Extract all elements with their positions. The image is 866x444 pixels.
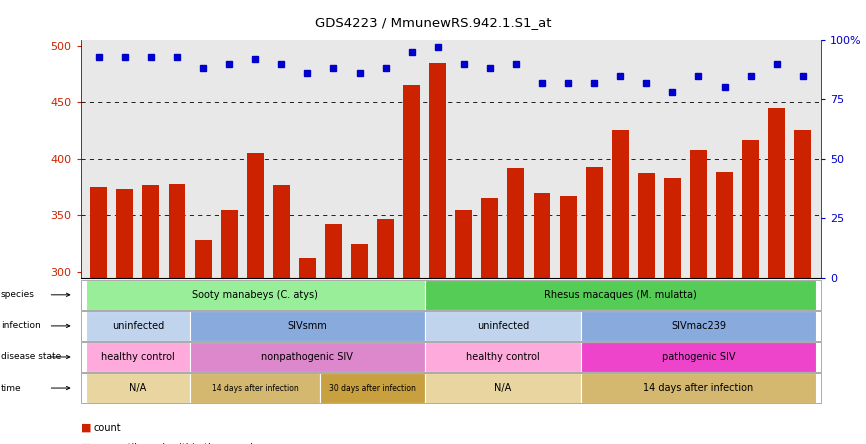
Bar <box>742 139 759 444</box>
Text: count: count <box>94 423 121 432</box>
Text: species: species <box>1 290 35 299</box>
Text: N/A: N/A <box>129 383 146 393</box>
Text: ■: ■ <box>81 443 91 444</box>
Text: N/A: N/A <box>494 383 512 393</box>
Text: pathogenic SIV: pathogenic SIV <box>662 352 735 362</box>
Text: disease state: disease state <box>1 353 61 361</box>
Bar <box>768 108 785 444</box>
Text: healthy control: healthy control <box>466 352 540 362</box>
Bar <box>247 153 263 444</box>
Bar <box>404 85 420 444</box>
Bar <box>169 184 185 444</box>
Text: Sooty manabeys (C. atys): Sooty manabeys (C. atys) <box>192 290 318 300</box>
Bar <box>481 198 498 444</box>
Bar <box>299 258 316 444</box>
Text: time: time <box>1 384 22 392</box>
Text: SIVmac239: SIVmac239 <box>671 321 726 331</box>
Text: uninfected: uninfected <box>112 321 164 331</box>
Text: 14 days after infection: 14 days after infection <box>212 384 299 392</box>
Bar <box>638 174 655 444</box>
Bar <box>456 210 472 444</box>
Bar <box>273 185 290 444</box>
Bar <box>221 210 237 444</box>
Text: Rhesus macaques (M. mulatta): Rhesus macaques (M. mulatta) <box>544 290 696 300</box>
Bar <box>143 185 159 444</box>
Bar <box>507 168 525 444</box>
Text: SIVsmm: SIVsmm <box>288 321 327 331</box>
Bar <box>325 224 342 444</box>
Text: GDS4223 / MmunewRS.942.1.S1_at: GDS4223 / MmunewRS.942.1.S1_at <box>314 16 552 28</box>
Bar <box>716 172 733 444</box>
Bar <box>430 63 446 444</box>
Text: ■: ■ <box>81 423 91 432</box>
Text: 14 days after infection: 14 days after infection <box>643 383 753 393</box>
Text: infection: infection <box>1 321 41 330</box>
Text: 30 days after infection: 30 days after infection <box>329 384 416 392</box>
Bar <box>611 131 629 444</box>
Bar <box>90 187 107 444</box>
Bar <box>585 166 603 444</box>
Text: nonpathogenic SIV: nonpathogenic SIV <box>262 352 353 362</box>
Bar <box>559 196 577 444</box>
Text: percentile rank within the sample: percentile rank within the sample <box>94 443 259 444</box>
Text: healthy control: healthy control <box>101 352 175 362</box>
Bar <box>794 131 811 444</box>
Bar <box>351 244 368 444</box>
Bar <box>195 240 211 444</box>
Bar <box>690 150 707 444</box>
Bar <box>664 178 681 444</box>
Bar <box>116 189 133 444</box>
Bar <box>533 193 551 444</box>
Text: uninfected: uninfected <box>477 321 529 331</box>
Bar <box>377 219 394 444</box>
